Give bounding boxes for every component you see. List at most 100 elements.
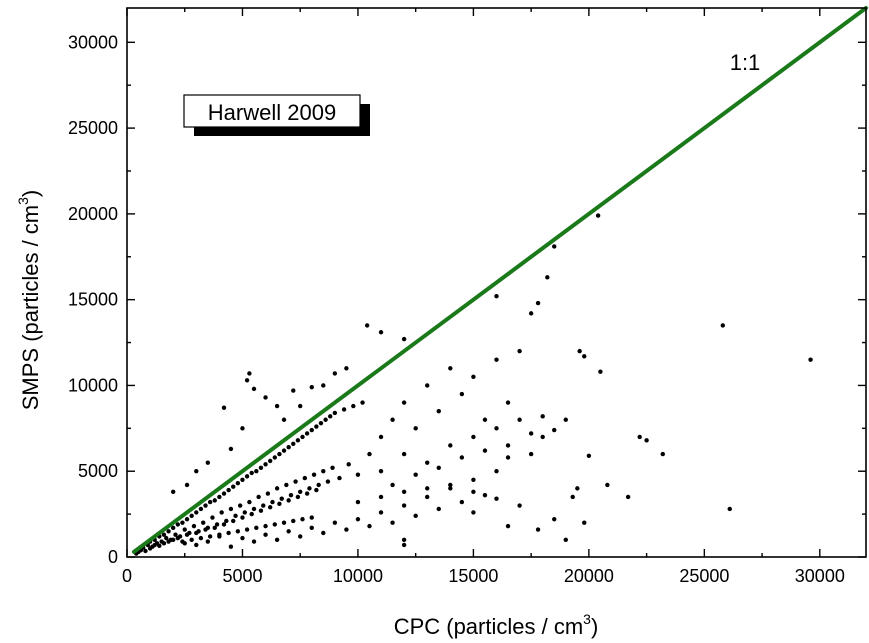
data-point — [194, 530, 199, 536]
x-tick-label: 10000 — [333, 566, 383, 586]
data-point — [265, 491, 271, 496]
data-point — [194, 510, 199, 515]
data-point — [311, 472, 317, 477]
data-point — [231, 518, 236, 524]
data-point — [401, 400, 407, 405]
data-point — [459, 391, 465, 397]
data-point — [170, 537, 176, 543]
data-point — [346, 462, 351, 467]
data-point — [240, 515, 245, 520]
data-point — [189, 537, 194, 543]
data-point — [231, 484, 236, 489]
data-point — [330, 465, 335, 470]
data-point — [254, 469, 259, 474]
data-point — [191, 523, 197, 529]
data-point — [644, 438, 649, 443]
data-point — [448, 443, 453, 448]
data-point — [194, 469, 199, 474]
y-tick-label: 5000 — [78, 461, 118, 481]
data-point — [217, 494, 222, 500]
one-to-one-label: 1:1 — [730, 50, 761, 75]
data-point — [247, 499, 252, 505]
data-point — [528, 311, 534, 316]
data-point — [295, 438, 301, 443]
data-point — [660, 451, 665, 457]
data-point — [291, 441, 296, 446]
data-point — [272, 522, 277, 527]
data-point — [219, 510, 224, 515]
data-point — [237, 503, 243, 508]
data-point — [505, 523, 511, 529]
data-point — [494, 469, 499, 474]
data-point — [482, 448, 488, 453]
y-tick-labels: 0 5000 10000 15000 20000 25000 30000 — [68, 32, 118, 567]
data-point — [258, 465, 264, 470]
data-point — [517, 503, 522, 508]
data-point — [552, 517, 557, 522]
data-point — [314, 487, 319, 493]
data-point — [505, 443, 511, 448]
one-to-one-line — [131, 6, 868, 554]
data-point — [184, 517, 190, 522]
data-point — [528, 431, 534, 436]
data-point — [344, 527, 349, 532]
data-point — [582, 520, 587, 525]
data-point — [482, 417, 488, 422]
data-point — [281, 417, 287, 422]
data-point — [221, 405, 227, 410]
data-point — [203, 503, 208, 508]
x-tick-label: 5000 — [222, 566, 262, 586]
data-point — [198, 506, 204, 512]
data-point — [552, 244, 557, 249]
data-point — [328, 414, 333, 419]
data-point — [281, 520, 287, 525]
data-point — [251, 539, 257, 544]
data-point — [540, 414, 545, 419]
data-point — [355, 517, 361, 522]
data-point — [175, 535, 181, 541]
data-point — [228, 544, 234, 549]
data-point — [494, 496, 499, 501]
data-point — [270, 499, 275, 505]
data-point — [425, 383, 430, 388]
data-point — [242, 510, 247, 515]
data-point — [307, 486, 312, 491]
data-point — [540, 434, 545, 440]
data-point — [575, 486, 580, 491]
data-point — [286, 498, 291, 503]
data-point — [318, 420, 324, 426]
data-point — [182, 527, 187, 532]
data-point — [321, 530, 326, 536]
data-point — [291, 518, 296, 524]
data-point — [344, 366, 349, 371]
data-point — [249, 511, 254, 517]
x-tick-label: 25000 — [679, 566, 729, 586]
data-point — [413, 426, 418, 431]
x-tick-label: 20000 — [564, 566, 614, 586]
data-point — [261, 503, 266, 508]
data-point — [295, 494, 301, 500]
y-tick-label: 0 — [108, 547, 118, 567]
data-point — [214, 522, 220, 527]
data-point — [180, 520, 185, 525]
data-point — [228, 446, 234, 452]
data-point — [212, 498, 217, 503]
data-point — [309, 515, 314, 520]
data-point — [378, 469, 384, 474]
data-point — [471, 489, 476, 495]
data-point — [586, 453, 592, 458]
data-point — [570, 494, 575, 500]
data-point — [425, 460, 430, 465]
data-point — [205, 460, 211, 465]
data-point — [221, 522, 227, 527]
data-point — [517, 417, 522, 422]
data-point — [161, 532, 167, 537]
data-point — [279, 496, 284, 501]
data-points — [134, 213, 813, 556]
data-point — [300, 517, 305, 522]
data-point — [314, 424, 319, 429]
data-point — [210, 515, 215, 520]
data-point — [378, 330, 384, 335]
data-point — [494, 426, 499, 431]
data-point — [298, 534, 303, 539]
